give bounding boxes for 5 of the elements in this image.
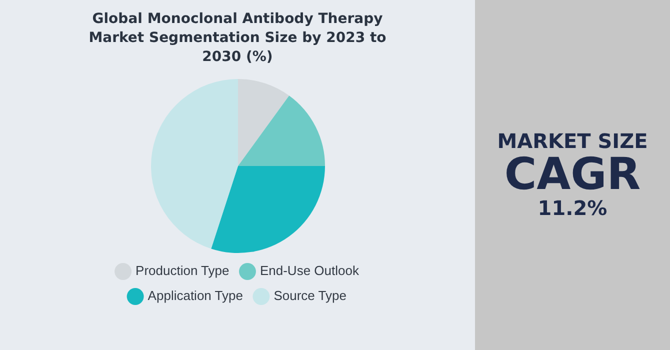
legend-label: Application Type	[147, 288, 242, 304]
legend-label: End-Use Outlook	[259, 263, 359, 278]
legend-label: Source Type	[273, 288, 346, 304]
chart-title: Global Monoclonal Antibody Therapy Market Segmentation Size by 2023 to 2030 (%)	[88, 10, 388, 67]
legend-label: Production Type	[135, 263, 229, 278]
